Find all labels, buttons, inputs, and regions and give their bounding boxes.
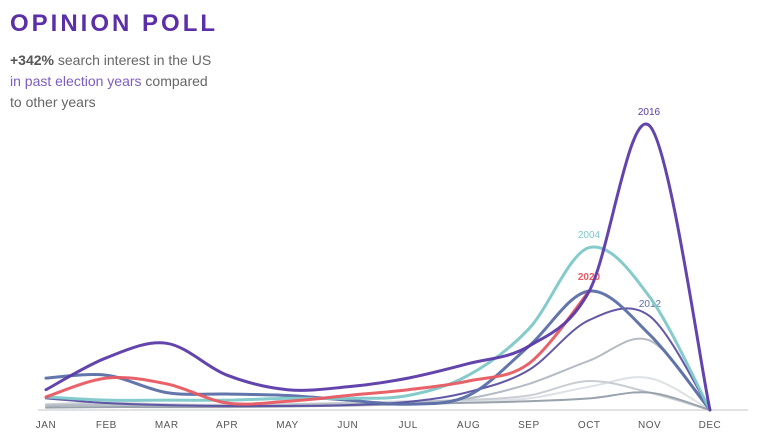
chart-title: OPINION POLL bbox=[10, 10, 219, 37]
x-tick-label: MAR bbox=[155, 420, 179, 431]
subtitle-text: to other years bbox=[10, 94, 96, 110]
x-tick-label: JUL bbox=[399, 420, 418, 431]
x-tick-label: OCT bbox=[578, 420, 601, 431]
x-tick-label: JAN bbox=[36, 420, 56, 431]
series-label: 2012 bbox=[639, 299, 662, 310]
x-tick-label: JUN bbox=[337, 420, 358, 431]
x-tick-label: NOV bbox=[638, 420, 661, 431]
series-label: 2020 bbox=[578, 272, 601, 283]
subtitle-text: compared bbox=[145, 73, 208, 89]
x-tick-label: SEP bbox=[518, 420, 540, 431]
series-line bbox=[44, 122, 712, 412]
x-tick-label: MAY bbox=[276, 420, 298, 431]
x-tick-label: AUG bbox=[457, 420, 480, 431]
series-line bbox=[44, 289, 712, 412]
subtitle-text: search interest in the US bbox=[57, 52, 212, 68]
highlight: +342% bbox=[10, 52, 54, 68]
series-line bbox=[44, 245, 712, 412]
x-tick-label: FEB bbox=[96, 420, 117, 431]
series-line bbox=[45, 307, 711, 411]
subtitle: +342% search interest in the US in past … bbox=[10, 50, 240, 113]
series-line bbox=[44, 289, 591, 406]
x-tick-label: DEC bbox=[699, 420, 722, 431]
x-tick-label: APR bbox=[216, 420, 238, 431]
series-label: 2004 bbox=[578, 230, 601, 241]
subtitle-accent: in past election years bbox=[10, 73, 142, 89]
series-label: 2016 bbox=[638, 107, 661, 118]
